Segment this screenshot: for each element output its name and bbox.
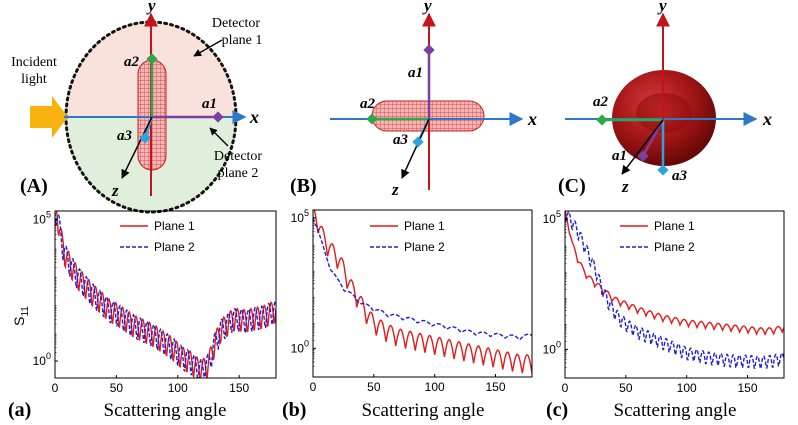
detector-plane1-line1: Detector bbox=[212, 16, 261, 31]
point-label-a2-B: a2 bbox=[360, 96, 376, 112]
axis-label-x-B: x bbox=[527, 109, 537, 129]
x-tick-label: 0 bbox=[52, 381, 59, 395]
plot-frame bbox=[564, 210, 785, 379]
incident-arrow-icon bbox=[30, 96, 68, 138]
series-line-plane-2 bbox=[313, 217, 532, 341]
legend-label: Plane 1 bbox=[154, 219, 195, 233]
point-label-a2-A: a2 bbox=[124, 54, 140, 70]
panel-label-B: (B) bbox=[290, 175, 317, 197]
x-tick-label: 0 bbox=[310, 380, 317, 394]
incident-light-line1: Incident bbox=[11, 55, 57, 70]
legend-label: Plane 2 bbox=[654, 240, 695, 254]
a1-vector-C bbox=[641, 119, 665, 157]
plot-frame bbox=[54, 210, 277, 379]
x-tick-label: 150 bbox=[229, 381, 249, 395]
y-tick-label: 105 bbox=[291, 208, 309, 225]
z-axis-A bbox=[121, 116, 153, 179]
panel-label: (a) bbox=[8, 399, 31, 421]
point-label-a2-C: a2 bbox=[593, 94, 609, 110]
z-axis-C bbox=[621, 119, 664, 175]
x-tick-label: 50 bbox=[110, 381, 124, 395]
legend-label: Plane 1 bbox=[404, 219, 445, 233]
panel-label: (c) bbox=[546, 399, 568, 421]
point-label-a3-C: a3 bbox=[672, 168, 688, 184]
x-tick-label: 50 bbox=[367, 380, 381, 394]
chart-c: 0 50 100 150 100 105 Plane 1 Plane 2 Scattering … bbox=[543, 209, 785, 421]
a1-marker-C bbox=[637, 150, 649, 162]
legend-label: Plane 2 bbox=[154, 240, 195, 254]
panel-label-A: (A) bbox=[20, 175, 48, 197]
y-tick-label: 105 bbox=[543, 209, 561, 226]
series-line-plane-2 bbox=[55, 212, 276, 378]
axis-label-z-A: z bbox=[111, 181, 119, 200]
panel-B: y x z a1 a2 a3 (B) bbox=[290, 0, 537, 199]
incident-light-line2: light bbox=[21, 72, 47, 87]
x-tick-label: 100 bbox=[425, 380, 445, 394]
x-tick-label: 0 bbox=[562, 381, 569, 395]
y-tick-label: 100 bbox=[33, 351, 51, 368]
y-tick-label: 100 bbox=[543, 339, 561, 356]
point-label-a3-A: a3 bbox=[117, 128, 133, 144]
axis-label-y-C: y bbox=[657, 0, 667, 15]
legend-label: Plane 2 bbox=[404, 240, 445, 254]
y-tick-label: 105 bbox=[33, 209, 51, 226]
panel-label: (b) bbox=[282, 399, 306, 421]
x-axis-label: Scattering angle bbox=[614, 400, 737, 421]
axis-label-z-C: z bbox=[621, 177, 629, 196]
panel-label-C: (C) bbox=[558, 175, 586, 197]
detector-plane2-line1: Detector bbox=[214, 149, 263, 164]
x-tick-label: 100 bbox=[168, 381, 188, 395]
axis-label-y-A: y bbox=[146, 0, 156, 15]
y-axis-label: S11 bbox=[11, 306, 31, 326]
chart-a: 0 50 100 150 100 105 Plane 1 Plane 2 Scattering … bbox=[8, 209, 277, 421]
panel-C: y x z a2 a1 a3 (C) bbox=[558, 0, 772, 197]
x-axis-label: Scattering angle bbox=[362, 400, 485, 421]
panel-A: Incident light Detector plane 1 Detector… bbox=[11, 0, 263, 214]
point-label-a3-B: a3 bbox=[393, 132, 409, 148]
point-label-a1-B: a1 bbox=[408, 65, 423, 81]
a2-marker-A bbox=[146, 53, 158, 65]
a3-marker-A bbox=[139, 132, 151, 144]
plane2-pointer bbox=[209, 127, 229, 147]
axis-label-x-A: x bbox=[249, 107, 259, 127]
plot-frame bbox=[312, 209, 533, 378]
plane1-pointer bbox=[193, 39, 223, 57]
y-tick-label: 100 bbox=[291, 338, 309, 355]
z-axis-B bbox=[401, 118, 430, 179]
axis-label-y-B: y bbox=[422, 0, 432, 15]
point-label-a1-C: a1 bbox=[612, 148, 627, 164]
a1-marker-B bbox=[423, 44, 435, 56]
charts-row: 0 50 100 150 100 105 Plane 1 Plane 2 Scattering … bbox=[8, 208, 785, 421]
a3-marker-C bbox=[657, 164, 669, 176]
axis-label-x-C: x bbox=[762, 109, 772, 129]
a3-marker-B bbox=[412, 136, 424, 148]
x-tick-label: 150 bbox=[737, 381, 757, 395]
series-line-plane-2 bbox=[565, 211, 784, 370]
series-line-plane-1 bbox=[313, 210, 532, 374]
axis-label-z-B: z bbox=[391, 180, 399, 199]
x-axis-label: Scattering angle bbox=[104, 400, 227, 421]
a2-marker-C bbox=[596, 114, 608, 126]
legend-label: Plane 1 bbox=[654, 219, 695, 233]
chart-b: 0 50 100 150 100 105 Plane 1 Plane 2 Scattering … bbox=[282, 208, 533, 421]
x-tick-label: 50 bbox=[619, 381, 633, 395]
x-tick-label: 150 bbox=[485, 380, 505, 394]
detector-plane2-line2: plane 2 bbox=[218, 166, 259, 181]
detector-plane1-line2: plane 1 bbox=[222, 33, 263, 48]
x-tick-label: 100 bbox=[677, 381, 697, 395]
point-label-a1-A: a1 bbox=[202, 96, 217, 112]
